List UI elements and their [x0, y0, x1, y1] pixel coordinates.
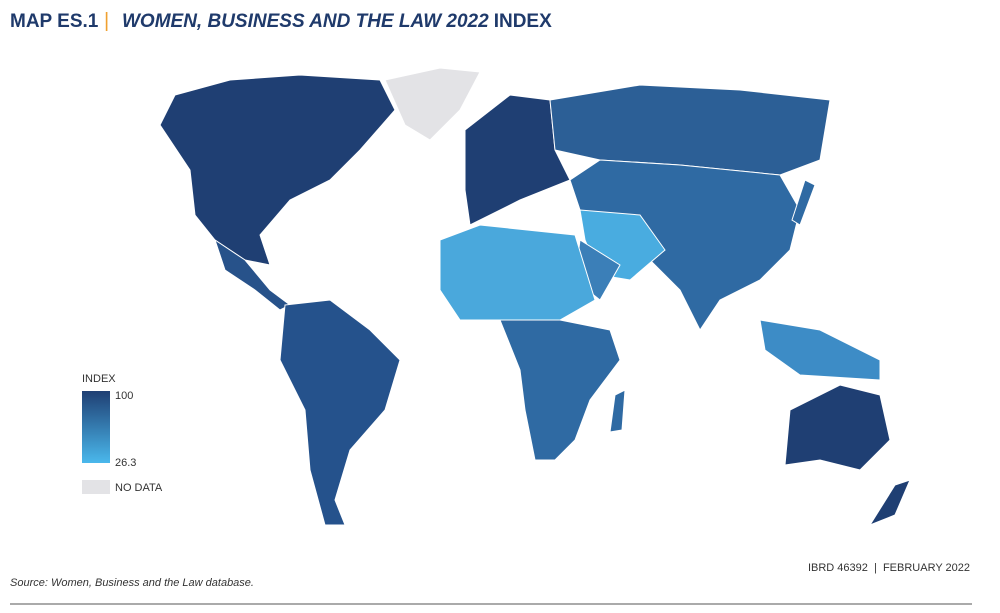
legend-no-data-swatch [82, 480, 110, 494]
north-africa [439, 224, 596, 321]
title-italic: WOMEN, BUSINESS AND THE LAW 2022 [122, 11, 489, 32]
map-id: IBRD 46392 | FEBRUARY 2022 [808, 562, 970, 574]
legend-title: INDEX [82, 373, 116, 385]
southeast-asia-islands [759, 319, 881, 381]
map-label: MAP ES.1 [10, 11, 99, 32]
source-note: Source: Women, Business and the Law data… [10, 577, 254, 589]
world-map [159, 67, 911, 527]
south-america [279, 299, 401, 526]
madagascar [609, 389, 626, 433]
legend-no-data: NO DATA [115, 482, 163, 494]
title-rest: INDEX [494, 11, 552, 32]
new-zealand [868, 479, 911, 527]
map-title: WOMEN, BUSINESS AND THE LAW 2022 INDEX [122, 11, 552, 32]
legend-max: 100 [115, 390, 133, 402]
sub-saharan-africa [499, 319, 621, 461]
north-america [159, 74, 396, 266]
australia [784, 384, 891, 471]
separator: | [104, 10, 109, 32]
greenland [384, 67, 481, 141]
legend-color-scale [82, 391, 110, 463]
japan [791, 179, 816, 226]
legend-min: 26.3 [115, 457, 136, 469]
russia [549, 84, 831, 176]
